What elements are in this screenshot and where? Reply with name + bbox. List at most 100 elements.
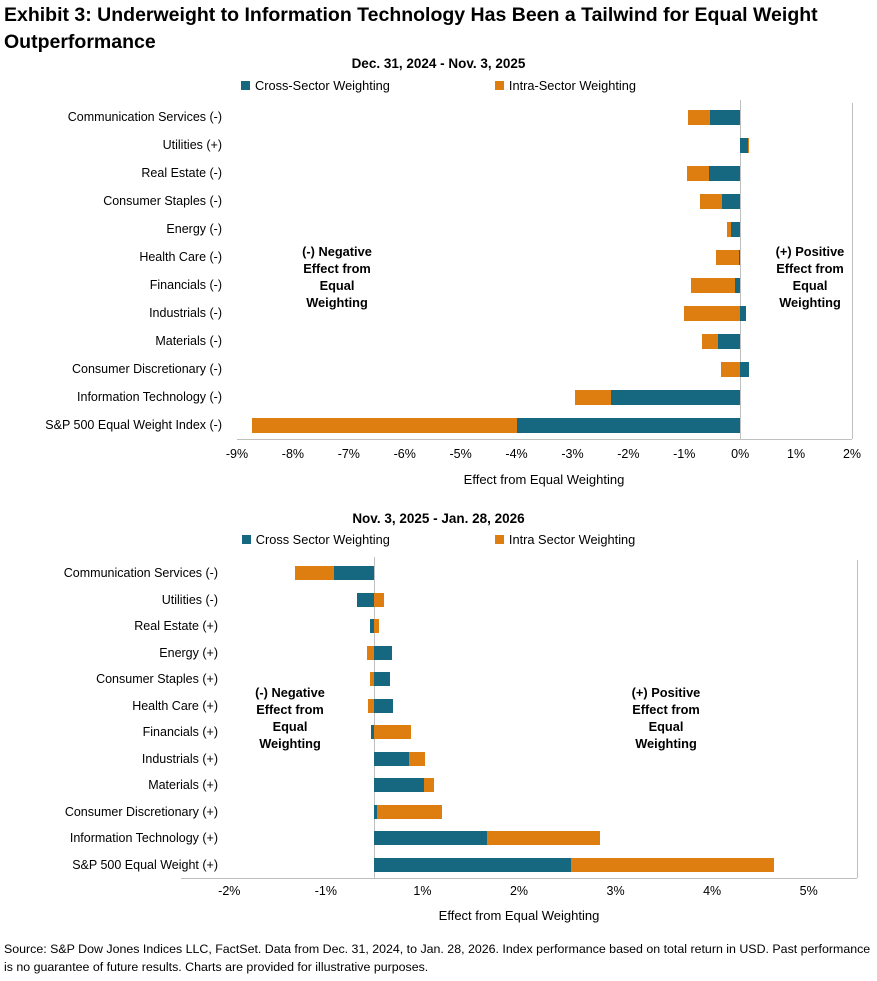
legend-label: Intra-Sector Weighting	[508, 78, 636, 93]
category-label: Materials (+)	[148, 778, 218, 793]
category-label: Energy (-)	[166, 222, 222, 236]
category-label: Utilities (+)	[162, 138, 222, 152]
bar-segment-intra-sector	[374, 725, 411, 740]
tick-label: -2%	[218, 884, 241, 898]
bar-segment-cross-sector	[611, 389, 741, 405]
bar-segment-cross-sector	[370, 619, 375, 634]
bar-segment-intra-sector	[374, 592, 384, 607]
axis-baseline	[237, 439, 852, 440]
bar-segment-cross-sector	[738, 249, 741, 265]
tick-label: -1%	[314, 884, 337, 898]
category-label: Financials (+)	[142, 725, 218, 740]
category-label: S&P 500 Equal Weight Index (-)	[45, 418, 222, 432]
bar-segment-cross-sector	[356, 592, 375, 607]
category-label: Industrials (-)	[149, 306, 222, 320]
bar-segment-intra-sector	[687, 165, 710, 181]
category-label: Communication Services (-)	[63, 566, 218, 581]
category-label: Real Estate (-)	[141, 166, 222, 180]
x-axis-title: Effect from Equal Weighting	[463, 472, 625, 487]
tick-label: -9%	[225, 447, 249, 461]
legend-swatch-intra-sector	[494, 535, 504, 544]
exhibit-title: Exhibit 3: Underweight to Information Te…	[4, 4, 818, 53]
bar-segment-cross-sector	[374, 804, 378, 819]
legend-swatch-intra-sector	[494, 81, 504, 90]
bar-segment-intra-sector	[374, 619, 379, 634]
zero-line	[373, 557, 375, 878]
category-label: Consumer Staples (-)	[103, 194, 222, 208]
tick-label: -2%	[617, 447, 640, 461]
axis-baseline	[181, 878, 857, 879]
legend-swatch-cross-sector	[241, 535, 251, 544]
bar-segment-cross-sector	[371, 725, 375, 740]
bar-segment-cross-sector	[709, 165, 741, 181]
bar-segment-intra-sector	[294, 566, 334, 581]
legend-item-intra-sector: Intra Sector Weighting	[494, 532, 636, 547]
tick-label: -1%	[673, 447, 696, 461]
category-label: Information Technology (+)	[69, 831, 218, 846]
bar-segment-cross-sector	[740, 305, 747, 321]
bar-segment-cross-sector	[374, 831, 488, 846]
tick-label: 2%	[509, 884, 529, 898]
x-axis-title: Effect from Equal Weighting	[438, 908, 600, 923]
category-label: Real Estate (+)	[134, 619, 218, 634]
category-label: Health Care (+)	[132, 698, 218, 713]
tick-label: -3%	[561, 447, 584, 461]
bar-segment-cross-sector	[717, 333, 741, 349]
chart-title: Dec. 31, 2024 - Nov. 3, 2025	[351, 56, 526, 71]
tick-label: 2%	[842, 447, 862, 461]
category-label: Financials (-)	[149, 278, 222, 292]
legend-swatch-cross-sector	[241, 81, 250, 90]
tick-label: 1%	[787, 447, 806, 461]
category-label: Utilities (-)	[161, 592, 218, 607]
category-label: Consumer Staples (+)	[96, 672, 218, 687]
category-label: Industrials (+)	[141, 751, 218, 766]
bar-segment-intra-sector	[571, 857, 774, 872]
bar-segment-intra-sector	[721, 361, 741, 377]
bar-segment-cross-sector	[374, 645, 392, 660]
legend-item-intra-sector: Intra-Sector Weighting	[494, 78, 636, 93]
legend: Cross-Sector Weighting Intra-Sector Weig…	[0, 78, 877, 93]
bar-segment-intra-sector	[368, 698, 375, 713]
legend-label: Intra Sector Weighting	[508, 532, 636, 547]
source-note: Source: S&P Dow Jones Indices LLC, FactS…	[4, 942, 871, 974]
legend: Cross Sector Weighting Intra Sector Weig…	[0, 532, 877, 547]
tick-label: -6%	[393, 447, 416, 461]
bar-segment-intra-sector	[487, 831, 601, 846]
bar-segment-cross-sector	[333, 566, 375, 581]
bar-segment-cross-sector	[374, 698, 394, 713]
legend-item-cross-sector: Cross Sector Weighting	[241, 532, 390, 547]
tick-label: 3%	[606, 884, 625, 898]
plot-right-border	[851, 103, 853, 439]
bar-segment-intra-sector	[699, 193, 722, 209]
bar-segment-intra-sector	[690, 277, 736, 293]
legend-item-cross-sector: Cross-Sector Weighting	[241, 78, 390, 93]
zero-line	[739, 100, 741, 439]
bar-segment-intra-sector	[424, 778, 435, 793]
bar-segment-cross-sector	[374, 751, 409, 766]
bar-segment-cross-sector	[735, 277, 741, 293]
bar-segment-cross-sector	[740, 137, 748, 153]
bar-segment-cross-sector	[374, 857, 572, 872]
legend-label: Cross Sector Weighting	[255, 532, 390, 547]
category-label: Consumer Discretionary (+)	[64, 804, 218, 819]
bar-segment-intra-sector	[702, 333, 718, 349]
bar-segment-cross-sector	[721, 193, 741, 209]
bar-segment-intra-sector	[683, 305, 741, 321]
tick-label: -8%	[281, 447, 305, 461]
bar-segment-cross-sector	[374, 672, 390, 687]
tick-label: 1%	[413, 884, 432, 898]
category-label: Information Technology (-)	[77, 390, 222, 404]
bar-segment-cross-sector	[374, 778, 425, 793]
bar-segment-cross-sector	[517, 417, 741, 433]
category-label: S&P 500 Equal Weight (+)	[72, 857, 218, 872]
chart-title: Nov. 3, 2025 - Jan. 28, 2026	[352, 511, 525, 526]
category-label: Materials (-)	[155, 334, 222, 348]
bar-segment-intra-sector	[408, 751, 426, 766]
bar-segment-intra-sector	[575, 389, 612, 405]
bar-segment-cross-sector	[740, 361, 750, 377]
tick-label: -5%	[449, 447, 472, 461]
plot-right-border	[856, 560, 858, 878]
bar-segment-cross-sector	[709, 109, 741, 125]
bar-segment-intra-sector	[370, 672, 375, 687]
tick-label: 0%	[731, 447, 750, 461]
